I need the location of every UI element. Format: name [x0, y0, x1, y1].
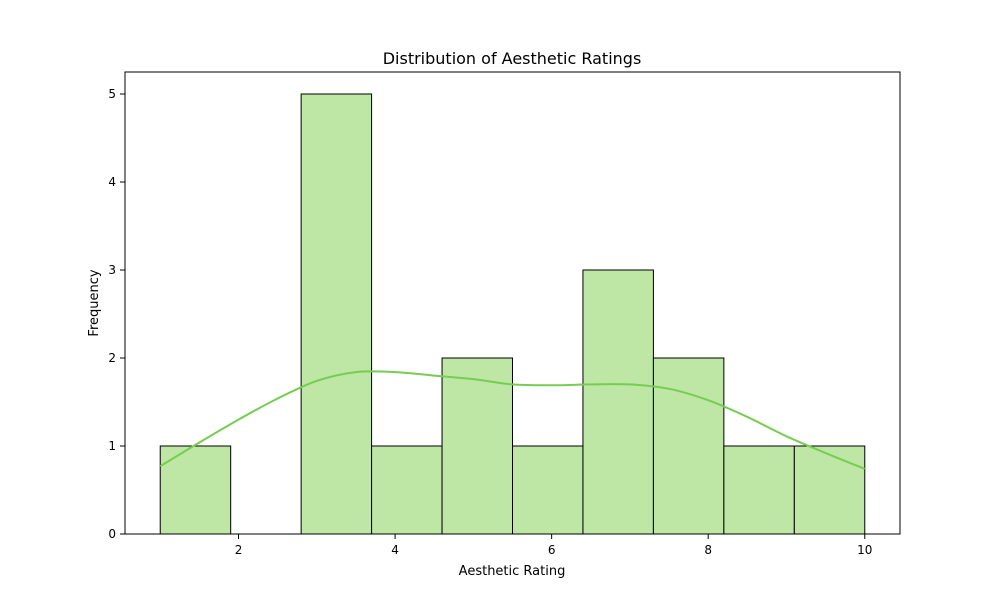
x-tick-label: 8 — [704, 543, 712, 557]
histogram-bar — [512, 445, 584, 535]
y-tick-label: 3 — [108, 263, 116, 277]
histogram-bar — [441, 357, 513, 535]
y-axis-label: Frequency — [87, 269, 102, 336]
y-tick-label: 5 — [108, 87, 116, 101]
histogram-bar — [371, 445, 443, 535]
bars-group — [159, 93, 866, 535]
x-tick-label: 4 — [391, 543, 399, 557]
kde-curve — [159, 370, 866, 470]
y-tick-label: 2 — [108, 351, 116, 365]
y-tick-label: 4 — [108, 175, 116, 189]
histogram-bar — [159, 445, 232, 535]
y-tick-label: 1 — [108, 439, 116, 453]
histogram-bar — [723, 445, 795, 535]
chart-title: Distribution of Aesthetic Ratings — [383, 49, 642, 68]
histogram-bar — [793, 445, 866, 535]
x-tick-label: 6 — [548, 543, 556, 557]
x-tick-label: 10 — [857, 543, 872, 557]
x-tick-label: 2 — [235, 543, 243, 557]
histogram-bar — [300, 93, 373, 535]
y-axis-ticks: 0 1 2 3 4 5 — [108, 87, 125, 541]
histogram-bar — [582, 269, 654, 535]
plot-frame — [124, 71, 901, 535]
histogram-bar — [652, 357, 725, 535]
y-tick-label: 0 — [108, 527, 116, 541]
x-axis-ticks: 2 4 6 8 10 — [235, 534, 872, 557]
x-axis-label: Aesthetic Rating — [459, 564, 566, 579]
